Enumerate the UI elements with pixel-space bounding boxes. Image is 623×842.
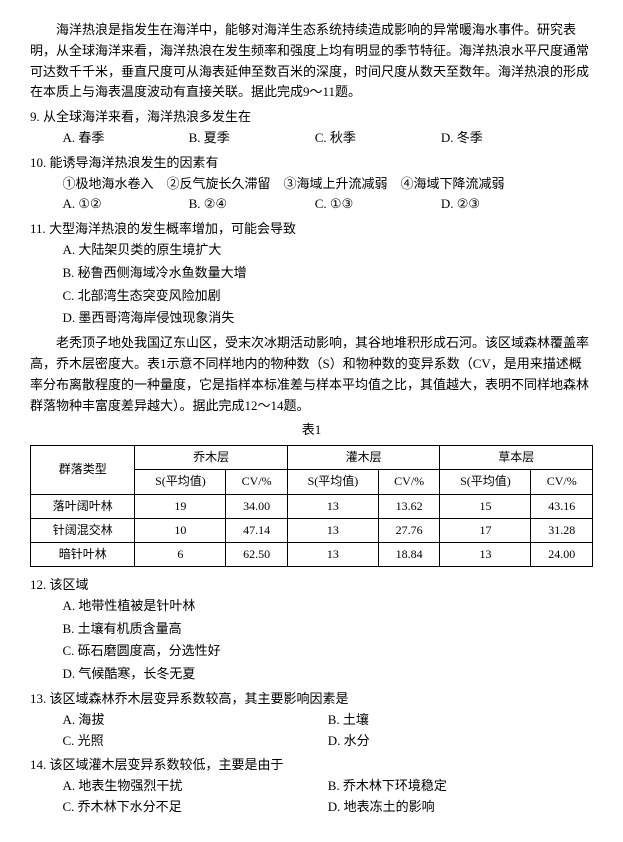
th-col-1: 灌木层 bbox=[287, 446, 440, 470]
cell: 62.50 bbox=[226, 542, 287, 566]
question-14: 14. 该区域灌木层变异系数较低，主要是由于 A. 地表生物强烈干扰 B. 乔木… bbox=[30, 755, 593, 817]
q13-choice-c: C. 光照 bbox=[63, 731, 328, 752]
cell: 13 bbox=[287, 542, 378, 566]
q10-choice-b: B. ②④ bbox=[189, 194, 315, 215]
q14-choice-a: A. 地表生物强烈干扰 bbox=[63, 776, 328, 797]
q9-choice-b: B. 夏季 bbox=[189, 128, 315, 149]
intro-paragraph-2: 老秃顶子地处我国辽东山区，受末次冰期活动影响，其谷地堆积形成石河。该区域森林覆盖… bbox=[30, 333, 593, 416]
cell: 13 bbox=[440, 542, 531, 566]
table-row: 落叶阔叶林 19 34.00 13 13.62 15 43.16 bbox=[31, 494, 593, 518]
q14-choices-2: C. 乔木林下水分不足 D. 地表冻土的影响 bbox=[30, 797, 593, 818]
question-13: 13. 该区域森林乔木层变异系数较高，其主要影响因素是 A. 海拔 B. 土壤 … bbox=[30, 689, 593, 751]
question-10: 10. 能诱导海洋热浪发生的因素有 ①极地海水卷入 ②反气旋长久滞留 ③海域上升… bbox=[30, 153, 593, 215]
q14-choice-b: B. 乔木林下环境稳定 bbox=[328, 776, 593, 797]
th-col-0: 乔木层 bbox=[135, 446, 288, 470]
cell: 34.00 bbox=[226, 494, 287, 518]
q13-choice-a: A. 海拔 bbox=[63, 710, 328, 731]
q11-choices: A. 大陆架贝类的原生境扩大 B. 秘鲁西侧海域冷水鱼数量大增 C. 北部湾生态… bbox=[30, 240, 593, 329]
row-name: 暗针叶林 bbox=[31, 542, 135, 566]
q9-choice-c: C. 秋季 bbox=[315, 128, 441, 149]
q13-stem: 13. 该区域森林乔木层变异系数较高，其主要影响因素是 bbox=[30, 689, 593, 710]
q11-choice-b: B. 秘鲁西侧海域冷水鱼数量大增 bbox=[63, 263, 594, 284]
cell: 13 bbox=[287, 494, 378, 518]
q13-choice-b: B. 土壤 bbox=[328, 710, 593, 731]
row-name: 针阔混交林 bbox=[31, 518, 135, 542]
q11-choice-c: C. 北部湾生态突变风险加剧 bbox=[63, 286, 594, 307]
cell: 31.28 bbox=[531, 518, 593, 542]
cell: 43.16 bbox=[531, 494, 593, 518]
q10-items: ①极地海水卷入 ②反气旋长久滞留 ③海域上升流减弱 ④海域下降流减弱 bbox=[30, 174, 593, 195]
q12-choices: A. 地带性植被是针叶林 B. 土壤有机质含量高 C. 砾石磨圆度高，分选性好 … bbox=[30, 596, 593, 685]
th-group: 群落类型 bbox=[31, 446, 135, 494]
q10-stem: 10. 能诱导海洋热浪发生的因素有 bbox=[30, 153, 593, 174]
q11-stem: 11. 大型海洋热浪的发生概率增加，可能会导致 bbox=[30, 219, 593, 240]
q10-choices: A. ①② B. ②④ C. ①③ D. ②③ bbox=[30, 194, 593, 215]
th-sub-5: CV/% bbox=[531, 470, 593, 494]
cell: 18.84 bbox=[378, 542, 439, 566]
q12-choice-c: C. 砾石磨圆度高，分选性好 bbox=[63, 641, 594, 662]
cell: 15 bbox=[440, 494, 531, 518]
th-sub-3: CV/% bbox=[378, 470, 439, 494]
cell: 17 bbox=[440, 518, 531, 542]
cell: 13 bbox=[287, 518, 378, 542]
q14-choice-c: C. 乔木林下水分不足 bbox=[63, 797, 328, 818]
q9-choice-d: D. 冬季 bbox=[441, 128, 567, 149]
intro-paragraph-1: 海洋热浪是指发生在海洋中，能够对海洋生态系统持续造成影响的异常暖海水事件。研究表… bbox=[30, 20, 593, 103]
th-col-2: 草本层 bbox=[440, 446, 593, 470]
q14-stem: 14. 该区域灌木层变异系数较低，主要是由于 bbox=[30, 755, 593, 776]
cell: 47.14 bbox=[226, 518, 287, 542]
cell: 6 bbox=[135, 542, 226, 566]
q9-choices: A. 春季 B. 夏季 C. 秋季 D. 冬季 bbox=[30, 128, 593, 149]
q11-choice-a: A. 大陆架贝类的原生境扩大 bbox=[63, 240, 594, 261]
question-12: 12. 该区域 A. 地带性植被是针叶林 B. 土壤有机质含量高 C. 砾石磨圆… bbox=[30, 575, 593, 685]
th-sub-0: S(平均值) bbox=[135, 470, 226, 494]
q11-choice-d: D. 墨西哥湾海岸侵蚀现象消失 bbox=[63, 308, 594, 329]
th-sub-4: S(平均值) bbox=[440, 470, 531, 494]
q12-choice-a: A. 地带性植被是针叶林 bbox=[63, 596, 594, 617]
table-caption: 表1 bbox=[30, 420, 593, 441]
question-9: 9. 从全球海洋来看，海洋热浪多发生在 A. 春季 B. 夏季 C. 秋季 D.… bbox=[30, 107, 593, 149]
th-sub-2: S(平均值) bbox=[287, 470, 378, 494]
cell: 27.76 bbox=[378, 518, 439, 542]
species-table: 群落类型 乔木层 灌木层 草本层 S(平均值) CV/% S(平均值) CV/%… bbox=[30, 445, 593, 567]
question-11: 11. 大型海洋热浪的发生概率增加，可能会导致 A. 大陆架贝类的原生境扩大 B… bbox=[30, 219, 593, 329]
q12-stem: 12. 该区域 bbox=[30, 575, 593, 596]
q13-choice-d: D. 水分 bbox=[328, 731, 593, 752]
row-name: 落叶阔叶林 bbox=[31, 494, 135, 518]
q14-choices-1: A. 地表生物强烈干扰 B. 乔木林下环境稳定 bbox=[30, 776, 593, 797]
th-sub-1: CV/% bbox=[226, 470, 287, 494]
q10-choice-a: A. ①② bbox=[63, 194, 189, 215]
cell: 13.62 bbox=[378, 494, 439, 518]
q13-choices-1: A. 海拔 B. 土壤 bbox=[30, 710, 593, 731]
q10-choice-c: C. ①③ bbox=[315, 194, 441, 215]
cell: 24.00 bbox=[531, 542, 593, 566]
q12-choice-d: D. 气候酷寒，长冬无夏 bbox=[63, 664, 594, 685]
cell: 19 bbox=[135, 494, 226, 518]
q10-choice-d: D. ②③ bbox=[441, 194, 567, 215]
q9-choice-a: A. 春季 bbox=[63, 128, 189, 149]
q14-choice-d: D. 地表冻土的影响 bbox=[328, 797, 593, 818]
q13-choices-2: C. 光照 D. 水分 bbox=[30, 731, 593, 752]
table-row: 暗针叶林 6 62.50 13 18.84 13 24.00 bbox=[31, 542, 593, 566]
cell: 10 bbox=[135, 518, 226, 542]
q9-stem: 9. 从全球海洋来看，海洋热浪多发生在 bbox=[30, 107, 593, 128]
q12-choice-b: B. 土壤有机质含量高 bbox=[63, 619, 594, 640]
table-row: 针阔混交林 10 47.14 13 27.76 17 31.28 bbox=[31, 518, 593, 542]
